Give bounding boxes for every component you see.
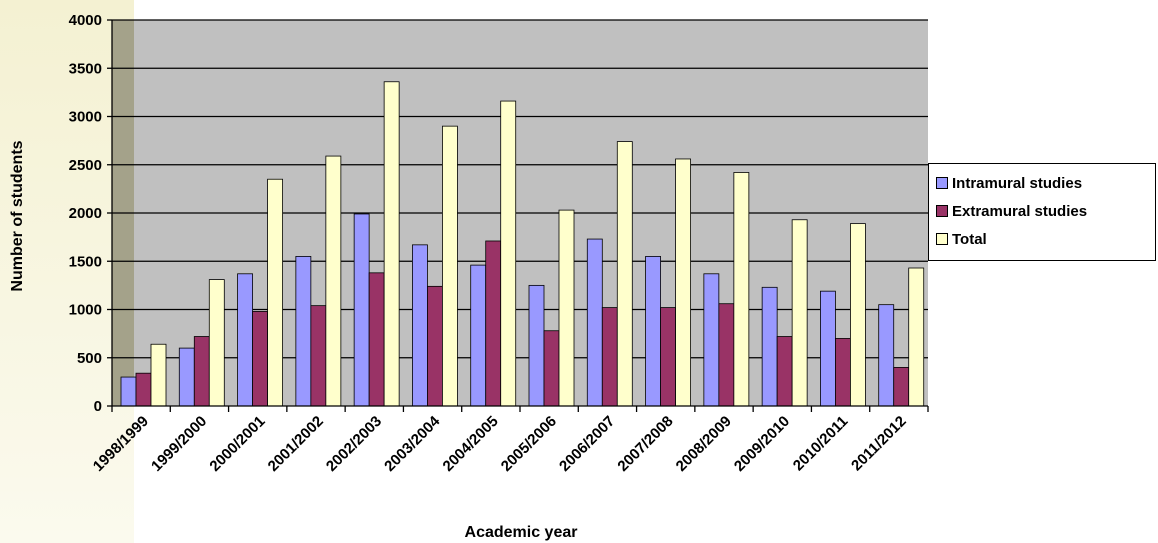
bar-0-5 <box>412 244 428 407</box>
legend-swatch <box>936 233 948 245</box>
legend-label: Intramural studies <box>952 174 1083 192</box>
x-tick-label: 2006/2007 <box>556 413 618 475</box>
bar-2-12 <box>850 223 866 407</box>
bar-0-2 <box>237 273 253 407</box>
bar-2-13 <box>908 267 925 407</box>
legend-item: Extramural studies <box>936 197 1155 225</box>
bar-2-1 <box>208 279 225 407</box>
bar-2-8 <box>616 141 633 407</box>
bar-0-3 <box>295 256 312 407</box>
bar-2-6 <box>500 100 517 407</box>
bar-1-13 <box>893 366 910 407</box>
x-tick-label: 2002/2003 <box>323 413 385 475</box>
bar-0-1 <box>178 347 195 407</box>
bar-1-2 <box>252 311 268 407</box>
x-tick-label: 2009/2010 <box>731 413 793 475</box>
x-tick-label: 2008/2009 <box>673 413 735 475</box>
chart-legend: Intramural studies Extramural studies Tota… <box>928 163 1156 261</box>
y-tick-label: 1000 <box>69 302 102 319</box>
legend-swatch <box>936 205 948 217</box>
bar-2-11 <box>791 219 808 407</box>
bar-2-10 <box>733 172 750 407</box>
y-tick-label: 4000 <box>69 12 102 29</box>
bar-0-10 <box>703 273 720 407</box>
legend-label: Extramural studies <box>952 202 1088 220</box>
bar-1-0 <box>135 372 152 407</box>
bar-2-9 <box>675 158 691 407</box>
bar-2-2 <box>267 178 283 407</box>
bar-1-1 <box>193 336 210 407</box>
bar-1-9 <box>660 307 676 407</box>
bar-0-11 <box>761 286 778 407</box>
bar-2-5 <box>442 125 458 407</box>
bar-0-13 <box>878 304 895 407</box>
bar-1-6 <box>485 240 502 407</box>
y-tick-label: 2500 <box>69 157 102 174</box>
legend-label: Total <box>952 230 987 248</box>
x-tick-label: 2011/2012 <box>848 413 910 475</box>
y-tick-label: 2000 <box>69 205 102 222</box>
legend-item: Total <box>936 225 1155 253</box>
x-tick-label: 2010/2011 <box>790 413 852 475</box>
x-tick-label: 2000/2001 <box>206 413 268 475</box>
bar-1-8 <box>601 307 618 407</box>
x-tick-label: 2007/2008 <box>614 413 676 475</box>
bar-1-5 <box>427 285 443 407</box>
x-tick-label: 2004/2005 <box>440 413 502 475</box>
bar-1-12 <box>835 338 851 407</box>
bar-0-4 <box>353 213 370 407</box>
x-tick-label: 2001/2002 <box>265 413 327 475</box>
y-axis-title: Number of students <box>9 140 26 291</box>
legend-swatch <box>936 177 948 189</box>
bar-0-9 <box>645 256 661 407</box>
x-tick-label: 2003/2004 <box>381 412 444 475</box>
bar-0-6 <box>470 264 487 407</box>
y-tick-label: 3000 <box>69 109 102 126</box>
bar-1-10 <box>718 303 735 407</box>
bar-2-3 <box>325 155 342 407</box>
x-tick-label: 2005/2006 <box>498 413 560 475</box>
bar-0-12 <box>820 290 836 407</box>
bar-1-3 <box>310 305 327 407</box>
bar-1-4 <box>368 272 385 407</box>
y-tick-label: 0 <box>94 398 102 415</box>
x-axis-title: Academic year <box>465 524 578 541</box>
bar-2-4 <box>383 81 400 407</box>
bars-group <box>120 81 925 407</box>
bar-0-0 <box>120 376 137 407</box>
bar-1-7 <box>543 330 560 407</box>
bar-2-7 <box>558 209 575 407</box>
y-tick-label: 1500 <box>69 253 102 270</box>
y-tick-label: 500 <box>77 350 102 367</box>
y-tick-label: 3500 <box>69 60 102 77</box>
bar-0-7 <box>528 284 545 407</box>
bar-0-8 <box>586 238 603 407</box>
bar-2-0 <box>150 343 167 407</box>
legend-item: Intramural studies <box>936 169 1155 197</box>
bar-1-11 <box>776 336 793 407</box>
x-tick-label: 1999/2000 <box>148 413 210 475</box>
